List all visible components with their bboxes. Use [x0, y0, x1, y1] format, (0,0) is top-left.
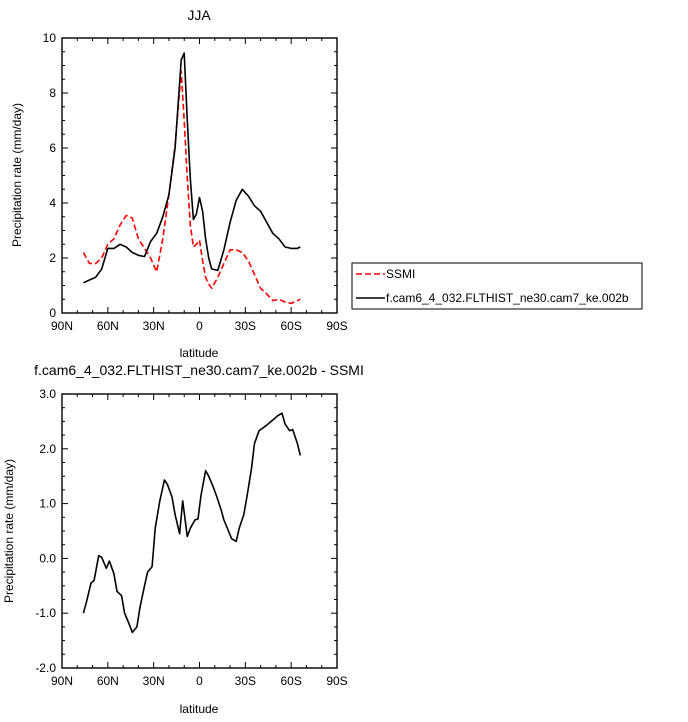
bottom-series-line-0: [82, 412, 302, 634]
bottom-y-axis-title: Precipitation rate (mm/day): [2, 459, 16, 603]
bottom-x-tick-label: 60S: [280, 674, 301, 688]
top-chart-title: JJA: [187, 7, 211, 23]
legend-label-model: f.cam6_4_032.FLTHIST_ne30.cam7_ke.002b: [386, 291, 629, 305]
top-x-tick-label: 60S: [280, 319, 301, 333]
top-plot-frame: [61, 37, 338, 314]
bottom-y-tick-label: 2.0: [39, 442, 56, 456]
bottom-x-tick-label: 60N: [97, 674, 119, 688]
bottom-y-tick-label: -1.0: [35, 606, 56, 620]
bottom-x-ticks: 90N 60N 30N 0 30S 60S 90S: [51, 394, 348, 688]
bottom-y-tick-label: 1.0: [39, 497, 56, 511]
top-x-tick-label: 30N: [143, 319, 165, 333]
top-series: [82, 52, 301, 305]
top-series-line-0: [82, 70, 301, 305]
top-y-tick-label: 4: [49, 196, 56, 210]
top-x-tick-label: 90S: [326, 319, 347, 333]
bottom-series: [82, 412, 302, 634]
top-y-axis-title: Precipitation rate (mm/day): [10, 103, 24, 247]
bottom-y-tick-label: 0.0: [39, 551, 56, 565]
top-x-axis-title: latitude: [180, 346, 219, 360]
top-y-tick-label: 6: [49, 141, 56, 155]
bottom-y-tick-label: 3.0: [39, 387, 56, 401]
top-legend: SSMI f.cam6_4_032.FLTHIST_ne30.cam7_ke.0…: [351, 262, 643, 310]
bottom-x-tick-label: 30N: [143, 674, 165, 688]
bottom-x-tick-label: 0: [196, 674, 203, 688]
bottom-x-tick-label: 90S: [326, 674, 347, 688]
bottom-x-tick-label: 90N: [51, 674, 73, 688]
bottom-x-axis-title: latitude: [180, 702, 219, 716]
legend-label-ssmi: SSMI: [386, 267, 415, 281]
top-series-line-1: [83, 52, 301, 284]
top-y-tick-label: 2: [49, 251, 56, 265]
bottom-y-tick-label: -2.0: [35, 661, 56, 675]
legend-box: [351, 262, 643, 310]
bottom-chart: f.cam6_4_032.FLTHIST_ne30.cam7_ke.002b -…: [2, 362, 364, 716]
top-y-tick-label: 10: [43, 31, 57, 45]
top-x-tick-label: 90N: [51, 319, 73, 333]
top-y-tick-label: 8: [49, 86, 56, 100]
top-x-tick-label: 30S: [235, 319, 256, 333]
top-y-tick-label: 0: [49, 306, 56, 320]
bottom-x-tick-label: 30S: [235, 674, 256, 688]
top-chart: JJA 0 2 4 6 8 10 90N 60N 30N 0 30S 60S 90S Precipit…: [10, 7, 643, 360]
top-x-tick-label: 0: [196, 319, 203, 333]
top-x-ticks: 90N 60N 30N 0 30S 60S 90S: [51, 38, 348, 333]
bottom-chart-title: f.cam6_4_032.FLTHIST_ne30.cam7_ke.002b -…: [34, 362, 364, 378]
bottom-plot-frame: [61, 393, 338, 669]
top-x-tick-label: 60N: [97, 319, 119, 333]
